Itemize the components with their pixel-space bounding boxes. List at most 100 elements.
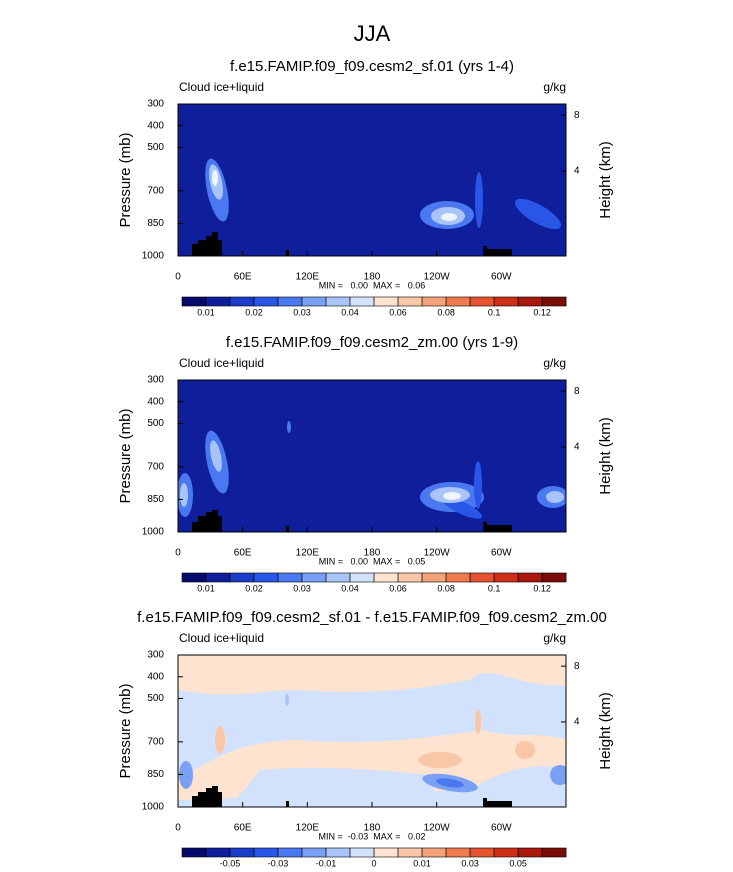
colorbar-label: 0.03: [461, 858, 479, 868]
y2-tick-label: 4: [574, 166, 580, 177]
colorbar-box: [181, 296, 207, 307]
x-tick-label: 120W: [424, 272, 451, 283]
colorbar-box: [541, 296, 567, 307]
colorbar-box: [397, 296, 423, 307]
figure-title: JJA: [354, 21, 391, 46]
right-label: g/kg: [543, 80, 566, 94]
colorbar-label: 0.02: [245, 583, 263, 593]
y2-axis-label: Height (km): [597, 417, 614, 495]
x-tick-label: 180: [364, 548, 381, 559]
x-tick-label: 60W: [491, 272, 512, 283]
colorbar-box: [277, 572, 303, 583]
colorbar-box: [469, 847, 495, 858]
colorbar-label: 0.12: [533, 307, 551, 317]
y-axis-label: Pressure (mb): [117, 132, 134, 227]
x-tick-label: 120E: [296, 272, 320, 283]
colorbar-label: 0.08: [437, 307, 455, 317]
x-tick-label: 60W: [491, 548, 512, 559]
stats: MIN = 0.00 MAX = 0.05: [319, 556, 426, 566]
colorbar-box: [493, 847, 519, 858]
field: [178, 655, 566, 807]
colorbar-label: 0.01: [413, 858, 431, 868]
y-tick-label: 700: [147, 185, 164, 196]
colorbar-box: [181, 572, 207, 583]
y-axis-label: Pressure (mb): [117, 683, 134, 778]
colorbar-box: [445, 847, 471, 858]
x-tick-label: 180: [364, 823, 381, 834]
y-tick-label: 700: [147, 461, 164, 472]
y-tick-label: 500: [147, 418, 164, 429]
colorbar-box: [397, 572, 423, 583]
colorbar-box: [373, 296, 399, 307]
x-tick-label: 60E: [234, 272, 252, 283]
colorbar-box: [421, 296, 447, 307]
right-label: g/kg: [543, 356, 566, 370]
y-tick-label: 400: [147, 120, 164, 131]
field: [178, 380, 566, 532]
y2-tick-label: 8: [574, 661, 580, 672]
colorbar-box: [205, 572, 231, 583]
y-tick-label: 850: [147, 218, 164, 229]
colorbar-box: [469, 572, 495, 583]
x-tick-label: 120W: [424, 548, 451, 559]
y-tick-label: 850: [147, 494, 164, 505]
colorbar-label: -0.03: [268, 858, 289, 868]
colorbar-box: [253, 572, 279, 583]
y-tick-label: 300: [147, 375, 164, 386]
x-tick-label: 60E: [234, 548, 252, 559]
x-tick-label: 120E: [296, 823, 320, 834]
colorbar-label: -0.05: [220, 858, 241, 868]
colorbar-box: [517, 847, 543, 858]
y-tick-label: 850: [147, 769, 164, 780]
y-tick-label: 700: [147, 736, 164, 747]
colorbar-label: 0.04: [341, 307, 359, 317]
colorbar-box: [373, 847, 399, 858]
left-label: Cloud ice+liquid: [179, 80, 264, 94]
colorbar-box: [541, 847, 567, 858]
colorbar-box: [229, 296, 255, 307]
colorbar-box: [229, 847, 255, 858]
colorbar-box: [493, 296, 519, 307]
colorbar-box: [325, 572, 351, 583]
y-tick-label: 300: [147, 650, 164, 661]
colorbar-box: [253, 296, 279, 307]
y2-tick-label: 8: [574, 110, 580, 121]
colorbar-box: [445, 572, 471, 583]
colorbar-box: [277, 847, 303, 858]
colorbar-box: [373, 572, 399, 583]
colorbar-label: 0.1: [488, 583, 501, 593]
colorbar-box: [493, 572, 519, 583]
y2-axis-label: Height (km): [597, 141, 614, 219]
y-tick-label: 1000: [142, 527, 165, 538]
y2-tick-label: 4: [574, 442, 580, 453]
colorbar-box: [325, 296, 351, 307]
colorbar-label: 0.06: [389, 307, 407, 317]
colorbar-label: 0.01: [197, 307, 215, 317]
y-axis-label: Pressure (mb): [117, 408, 134, 503]
colorbar-label: 0.03: [293, 307, 311, 317]
colorbar-box: [205, 296, 231, 307]
colorbar-box: [253, 847, 279, 858]
panel-title: f.e15.FAMIP.f09_f09.cesm2_zm.00 (yrs 1-9…: [226, 334, 518, 351]
colorbar-box: [301, 847, 327, 858]
left-label: Cloud ice+liquid: [179, 356, 264, 370]
y-tick-label: 400: [147, 396, 164, 407]
panel-title: f.e15.FAMIP.f09_f09.cesm2_sf.01 (yrs 1-4…: [230, 58, 514, 75]
colorbar-label: 0.01: [197, 583, 215, 593]
x-tick-label: 180: [364, 272, 381, 283]
colorbar-box: [277, 296, 303, 307]
colorbar-label: 0.12: [533, 583, 551, 593]
colorbar-box: [445, 296, 471, 307]
y2-tick-label: 8: [574, 386, 580, 397]
panel-title: f.e15.FAMIP.f09_f09.cesm2_sf.01 - f.e15.…: [137, 609, 607, 626]
y2-axis-label: Height (km): [597, 692, 614, 770]
y-tick-label: 500: [147, 142, 164, 153]
left-label: Cloud ice+liquid: [179, 631, 264, 645]
x-tick-label: 0: [175, 548, 181, 559]
colorbar-label: 0.08: [437, 583, 455, 593]
colorbar-box: [541, 572, 567, 583]
y-tick-label: 400: [147, 671, 164, 682]
stats: MIN = 0.00 MAX = 0.06: [319, 280, 426, 290]
y-tick-label: 500: [147, 693, 164, 704]
